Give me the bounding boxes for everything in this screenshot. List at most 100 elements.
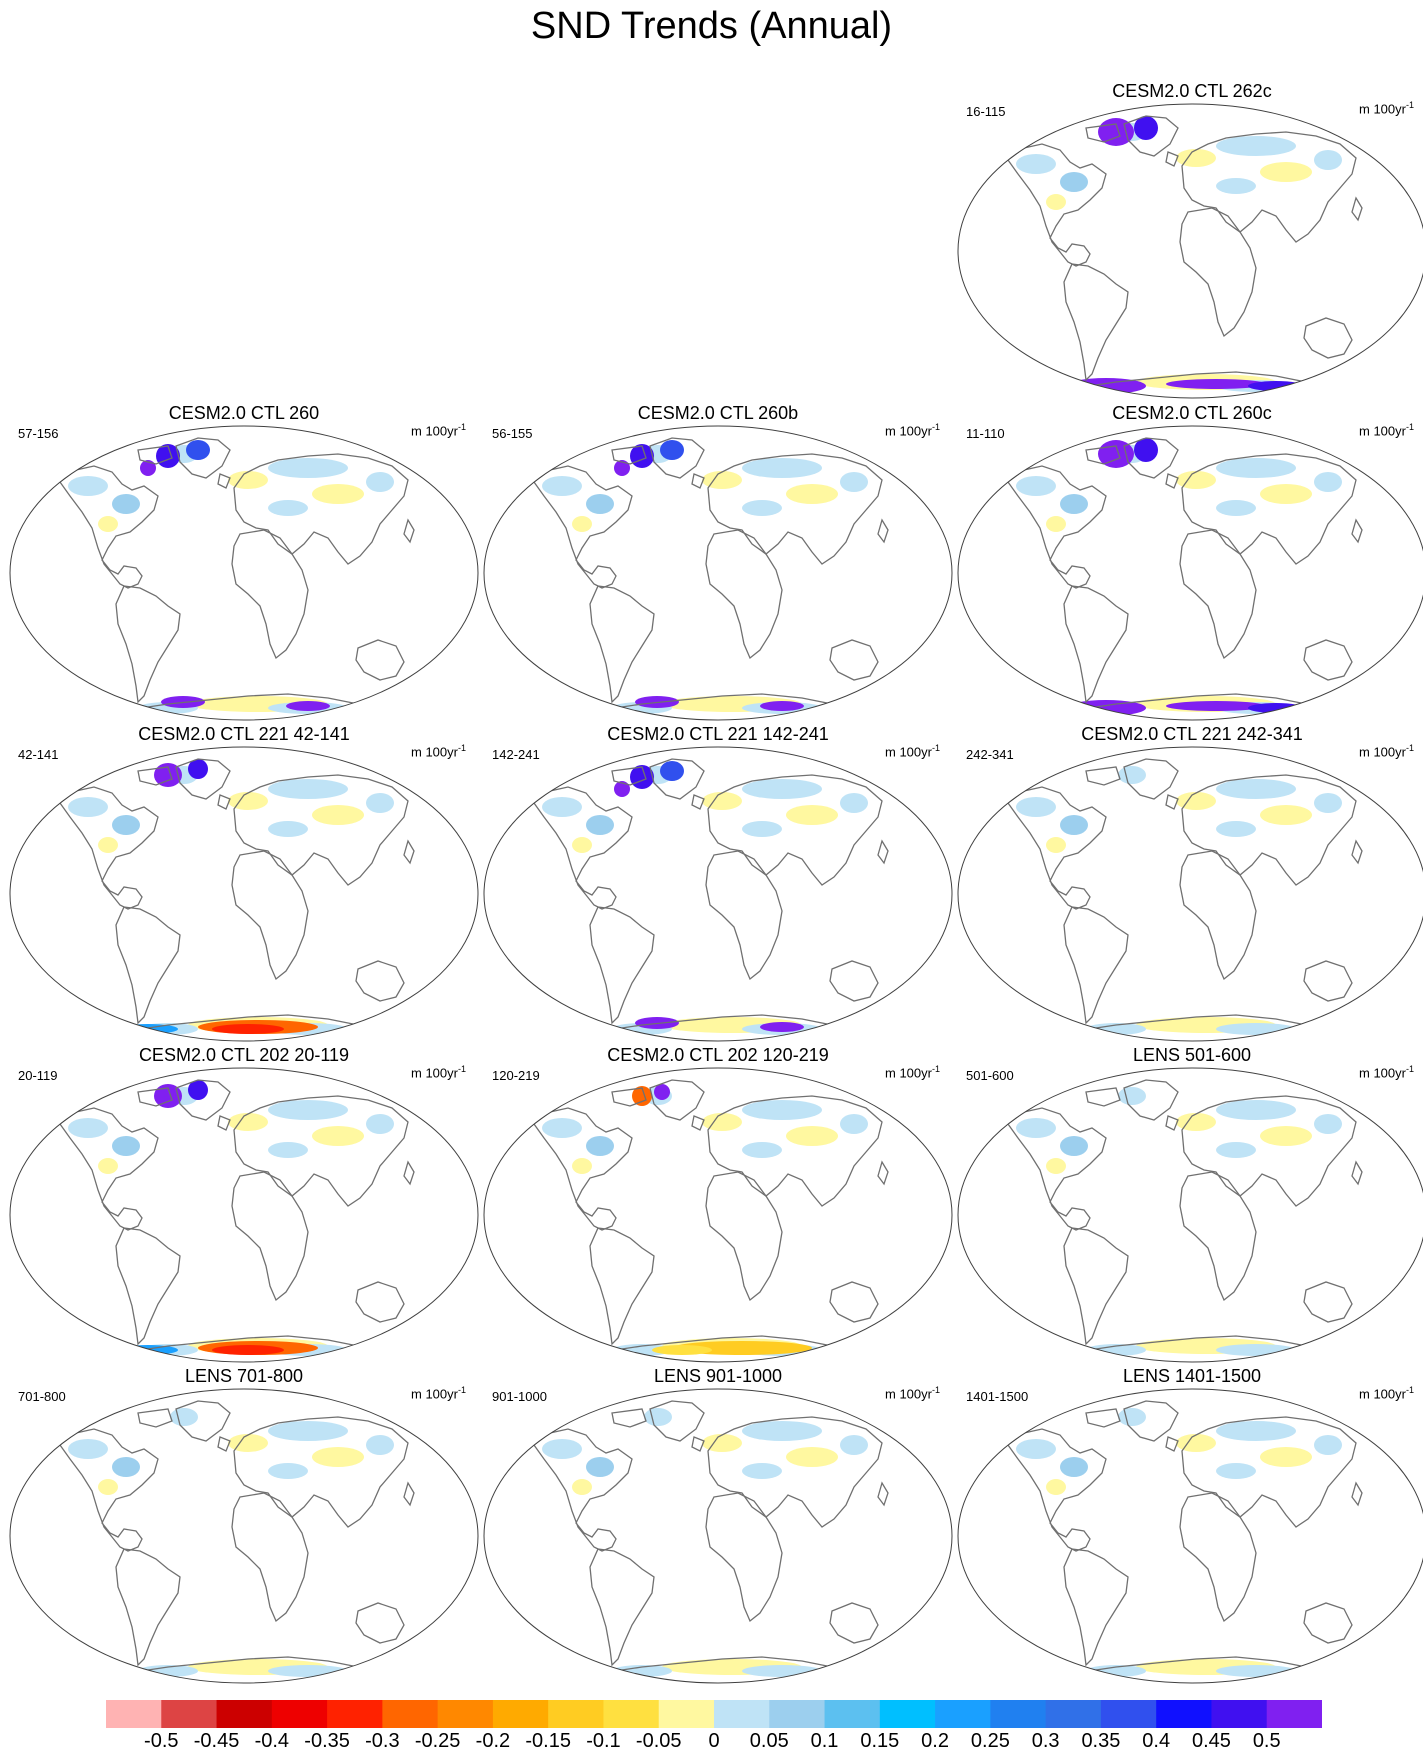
- coastline: [1165, 473, 1179, 489]
- snow-trend-patch: [268, 1100, 348, 1120]
- coastline: [1351, 1481, 1363, 1507]
- snow-trend-patch: [542, 1118, 582, 1138]
- snow-trend-patch: [98, 516, 118, 532]
- colorbar: [106, 1700, 1322, 1728]
- snow-trend-patch: [170, 1408, 198, 1426]
- snow-trend-patch: [760, 1022, 804, 1032]
- coastline: [1007, 1428, 1107, 1552]
- colorbar-tick-label: 0.05: [749, 1730, 789, 1752]
- coastline: [1085, 123, 1121, 143]
- colorbar-swatch: [603, 1700, 660, 1728]
- world-map: [483, 1388, 953, 1684]
- map-panel: CESM2.0 CTL 221 242-341 242-341 m 100yr-1: [956, 723, 1423, 1042]
- snow-trend-patch: [660, 761, 684, 781]
- snow-trend-patch: [1216, 500, 1256, 516]
- panel-units: m 100yr-1: [1359, 1385, 1414, 1401]
- coastline: [137, 1087, 173, 1107]
- panel-units: m 100yr-1: [885, 1385, 940, 1401]
- world-map: [957, 103, 1423, 399]
- units-base: m 100yr: [885, 1065, 932, 1081]
- snow-trend-patch: [1176, 471, 1216, 489]
- coastline: [355, 960, 405, 1002]
- snow-trend-patch: [154, 763, 182, 787]
- coastline: [691, 794, 705, 810]
- colorbar-swatch: [1045, 1700, 1102, 1728]
- panel-units: m 100yr-1: [411, 1385, 466, 1401]
- coastline: [533, 465, 633, 589]
- coastline: [1123, 1400, 1179, 1442]
- snow-trend-patch: [1314, 150, 1342, 170]
- panel-title: CESM2.0 CTL 260: [168, 403, 320, 423]
- coastline: [1007, 786, 1107, 910]
- coastline: [589, 1548, 655, 1667]
- snow-trend-patch: [186, 440, 210, 460]
- snow-trend-patch: [1060, 494, 1088, 514]
- snow-trend-patch: [542, 476, 582, 496]
- snow-trend-patch: [1046, 516, 1066, 532]
- snow-trend-patch: [742, 1142, 782, 1158]
- coastline: [611, 445, 647, 465]
- units-exponent: -1: [931, 1064, 940, 1074]
- colorbar-swatch: [714, 1700, 770, 1728]
- coastline: [231, 850, 309, 981]
- coastline: [691, 1115, 705, 1131]
- coastline: [175, 758, 231, 800]
- snow-trend-patch: [586, 1136, 614, 1156]
- units-base: m 100yr: [1359, 423, 1406, 439]
- snow-trend-patch: [312, 484, 364, 504]
- snow-trend-patch: [1314, 1114, 1342, 1134]
- snow-trend-patch: [742, 458, 822, 478]
- snow-trend-patch: [312, 1126, 364, 1146]
- snow-trend-patch: [228, 792, 268, 810]
- snow-trend-patch: [786, 1126, 838, 1146]
- colorbar-tick-label: -0.2: [475, 1730, 511, 1752]
- units-base: m 100yr: [411, 423, 458, 439]
- snow-trend-patch: [840, 472, 868, 492]
- panel-units: m 100yr-1: [885, 743, 940, 759]
- units-exponent: -1: [457, 422, 466, 432]
- coastline: [589, 1227, 655, 1346]
- snow-trend-patch: [542, 797, 582, 817]
- snow-trend-patch: [1118, 1408, 1146, 1426]
- coastline: [829, 639, 879, 681]
- colorbar-tick-label: -0.05: [635, 1730, 682, 1752]
- panel-years: 142-241: [492, 747, 540, 762]
- snow-trend-patch: [1260, 162, 1312, 182]
- snow-trend-patch: [586, 1457, 614, 1477]
- colorbar-swatch: [1156, 1700, 1212, 1728]
- panel-title: CESM2.0 CTL 221 242-341: [1081, 724, 1303, 744]
- coastline: [1303, 317, 1353, 359]
- coastline: [1007, 465, 1107, 589]
- panel-title: CESM2.0 CTL 262c: [1112, 81, 1272, 101]
- coastline: [611, 1408, 647, 1428]
- world-map: [483, 746, 953, 1042]
- coastline: [137, 1408, 173, 1428]
- snow-trend-patch: [98, 1158, 118, 1174]
- coastline: [1123, 437, 1179, 479]
- snow-trend-patch: [1260, 484, 1312, 504]
- world-map: [9, 425, 479, 721]
- coastline: [1303, 1602, 1353, 1644]
- coastline: [115, 585, 181, 704]
- map-border: [9, 1388, 479, 1684]
- coastline: [829, 1602, 879, 1644]
- snow-trend-patch: [1314, 472, 1342, 492]
- coastline: [589, 906, 655, 1025]
- coastline: [1063, 1227, 1129, 1346]
- snow-trend-patch: [212, 1345, 284, 1355]
- coastline: [403, 1481, 415, 1507]
- units-exponent: -1: [1405, 100, 1414, 110]
- map-panel: CESM2.0 CTL 202 20-119 20-119 m 100yr-1: [8, 1044, 480, 1363]
- coastline: [115, 906, 181, 1025]
- snow-trend-patch: [644, 1408, 672, 1426]
- coastline: [1165, 1115, 1179, 1131]
- colorbar-labels: -0.5 -0.45 -0.4 -0.35 -0.3 -0.25 -0.2 -0.15 -0.1…: [106, 1730, 1322, 1756]
- units-exponent: -1: [1405, 1064, 1414, 1074]
- map-border: [483, 425, 953, 721]
- coastline: [1303, 1281, 1353, 1323]
- coastline: [403, 1160, 415, 1186]
- units-exponent: -1: [931, 422, 940, 432]
- snow-trend-patch: [1314, 793, 1342, 813]
- map-border: [483, 746, 953, 1042]
- coastline: [1165, 151, 1179, 167]
